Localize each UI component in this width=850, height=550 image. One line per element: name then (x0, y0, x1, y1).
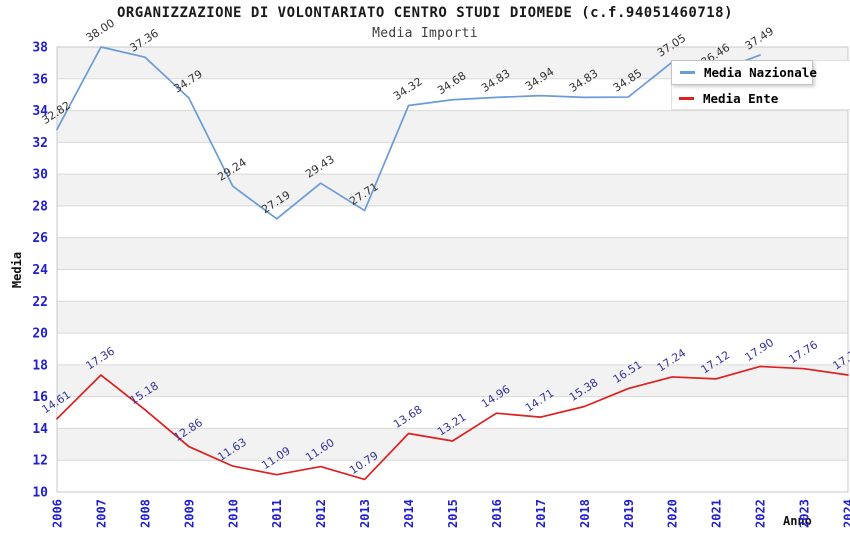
legend-line-swatch-nazionale (680, 71, 695, 74)
legend-item-media-nazionale: Media Nazionale (671, 60, 817, 85)
plot-band (57, 110, 848, 143)
plot-band (57, 301, 848, 334)
x-axis-tick-label: 2019 (622, 499, 636, 528)
y-axis-tick-label: 18 (32, 358, 48, 373)
y-axis-tick-label: 34 (32, 104, 48, 119)
x-axis-tick-label: 2022 (754, 499, 768, 528)
legend-line-swatch-ente (679, 96, 694, 100)
legend: Media Nazionale Media Ente (671, 60, 850, 110)
x-axis-title: Anno (783, 514, 812, 528)
x-axis-tick-label: 2021 (710, 499, 724, 528)
legend-item-media-ente: Media Ente (679, 88, 839, 108)
x-axis-tick-label: 2007 (94, 499, 108, 528)
plot-band (57, 364, 848, 397)
plot-band (57, 428, 848, 461)
chart-subtitle: Media Importi (372, 26, 478, 41)
x-axis-tick-label: 2011 (270, 499, 284, 528)
y-axis-tick-label: 32 (32, 136, 48, 151)
x-axis-tick-label: 2018 (578, 499, 592, 528)
legend-label: Media Nazionale (704, 65, 817, 80)
plot-band (57, 237, 848, 270)
x-axis-tick-label: 2017 (534, 499, 548, 528)
data-label-media-ente: 17.90 (743, 336, 776, 364)
x-axis-tick-label: 2020 (666, 499, 680, 528)
x-axis-tick-label: 2012 (314, 499, 328, 528)
x-axis-tick-label: 2010 (226, 499, 240, 528)
legend-label: Media Ente (703, 90, 779, 106)
y-axis-tick-label: 16 (32, 390, 48, 405)
y-axis-tick-label: 30 (32, 168, 48, 183)
x-axis-tick-label: 2015 (446, 499, 460, 528)
x-axis-tick-label: 2024 (842, 499, 850, 528)
x-axis-tick-label: 2014 (402, 499, 416, 528)
x-axis-tick-label: 2023 (798, 499, 812, 528)
x-axis-tick-label: 2006 (51, 499, 65, 528)
plot-band (57, 174, 848, 206)
series-line-media-ente (56, 365, 849, 481)
data-label-media-ente: 17.76 (787, 338, 820, 366)
series-line-media-nazionale (56, 46, 761, 220)
y-axis-tick-label: 28 (32, 199, 48, 214)
plot-border (56, 46, 849, 493)
y-axis-tick-label: 22 (32, 295, 48, 310)
x-axis-tick-label: 2016 (490, 499, 504, 528)
data-label-media-nazionale: 38.00 (83, 16, 116, 44)
y-axis-tick-label: 24 (32, 263, 48, 278)
y-axis-tick-label: 38 (32, 41, 48, 56)
y-axis-tick-label: 36 (32, 72, 48, 87)
data-label-media-ente: 13.68 (391, 403, 424, 431)
y-axis-tick-label: 10 (32, 486, 48, 501)
y-axis-tick-label: 26 (32, 231, 48, 246)
x-axis-tick-label: 2013 (358, 499, 372, 528)
y-axis-tick-label: 14 (32, 422, 48, 437)
y-axis-tick-label: 20 (32, 327, 48, 342)
chart-title: ORGANIZZAZIONE DI VOLONTARIATO CENTRO ST… (116, 5, 734, 21)
x-axis-tick-label: 2008 (138, 499, 152, 528)
y-axis-tick-label: 12 (32, 454, 48, 469)
x-axis-tick-label: 2009 (182, 499, 196, 528)
